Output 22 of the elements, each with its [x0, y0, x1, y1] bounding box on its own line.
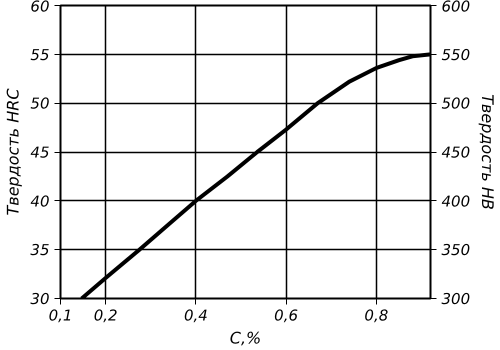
y2-tick-label: 350: [442, 241, 470, 260]
x-tick-label: 0,1: [48, 306, 72, 324]
x-axis-title: C,%: [230, 328, 262, 348]
x-tick-label: 0,6: [274, 306, 298, 324]
y-tick-label: 60: [30, 0, 50, 16]
y-tick-label: 55: [30, 46, 50, 64]
y2-tick-label: 450: [442, 144, 470, 162]
y2-axis-title: Твердость НВ: [478, 94, 498, 210]
y-tick-label: 30: [30, 290, 50, 308]
y2-tick-label: 600: [442, 0, 470, 16]
y2-tick-label: 300: [442, 290, 470, 308]
x-tick-label: 0,2: [94, 306, 118, 324]
y2-tick-label: 500: [442, 94, 470, 113]
x-tick-label: 0,4: [184, 306, 208, 324]
y2-tick-label: 400: [442, 192, 470, 210]
y2-tick-label: 550: [442, 46, 470, 64]
y-tick-label: 35: [30, 241, 50, 260]
x-tick-label: 0,8: [364, 306, 388, 324]
y-tick-label: 50: [30, 94, 50, 113]
y-axis-title: Твердость HRC: [3, 88, 22, 216]
y-tick-label: 40: [30, 192, 50, 210]
y-tick-label: 45: [30, 144, 50, 162]
